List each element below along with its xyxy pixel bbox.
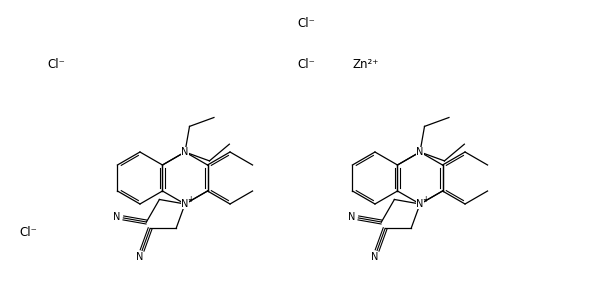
Text: N: N <box>371 252 378 262</box>
Text: N: N <box>416 147 424 157</box>
Text: Zn²⁺: Zn²⁺ <box>352 58 378 71</box>
Text: Cl⁻: Cl⁻ <box>48 58 65 71</box>
Text: N: N <box>416 147 424 157</box>
Text: N: N <box>347 212 355 222</box>
Text: N: N <box>181 147 189 157</box>
Text: N: N <box>136 252 143 262</box>
Text: N: N <box>181 199 189 209</box>
Text: N: N <box>113 212 120 222</box>
Text: Cl⁻: Cl⁻ <box>297 58 315 71</box>
Text: +: + <box>422 195 428 204</box>
Text: O: O <box>416 199 424 209</box>
Text: +: + <box>187 195 193 204</box>
Text: O: O <box>181 199 189 209</box>
Text: N: N <box>181 147 189 157</box>
Text: Cl⁻: Cl⁻ <box>297 17 315 30</box>
Text: Cl⁻: Cl⁻ <box>20 226 37 239</box>
Text: N: N <box>416 199 424 209</box>
